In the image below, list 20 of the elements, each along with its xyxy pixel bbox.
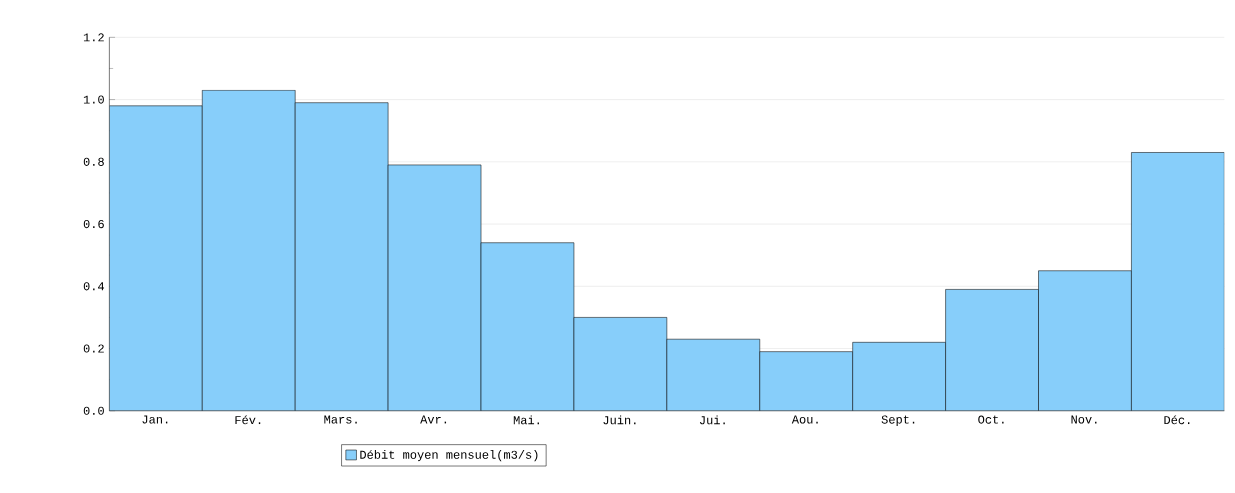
y-tick-label: 0.0 xyxy=(83,406,104,415)
x-tick-label: Fév. xyxy=(235,415,261,424)
legend-label: Débit moyen mensuel(m3/s) xyxy=(360,449,538,461)
y-tick-label: 0.8 xyxy=(83,157,104,166)
y-tick-label: 0.2 xyxy=(83,344,104,353)
y-tick-label: 1.2 xyxy=(83,33,104,42)
x-tick-label: Jui. xyxy=(699,415,725,425)
y-tick-label: 0.4 xyxy=(83,281,105,291)
x-tick-label: Mai. xyxy=(513,415,539,425)
x-tick-label: Juin. xyxy=(603,415,636,425)
x-tick-label: Aou. xyxy=(791,415,818,424)
x-tick-label: Mars. xyxy=(324,415,357,424)
x-tick-label: Avr. xyxy=(420,415,447,424)
x-tick-label: Sept. xyxy=(881,415,915,426)
x-tick-label: Déc. xyxy=(1164,415,1190,424)
x-tick-label: Oct. xyxy=(978,415,1004,424)
y-tick-label: 1.0 xyxy=(83,95,104,104)
y-tick-label: 0.6 xyxy=(83,219,104,228)
x-tick-label: Nov. xyxy=(1071,415,1097,424)
x-tick-label: Jan. xyxy=(142,415,168,424)
